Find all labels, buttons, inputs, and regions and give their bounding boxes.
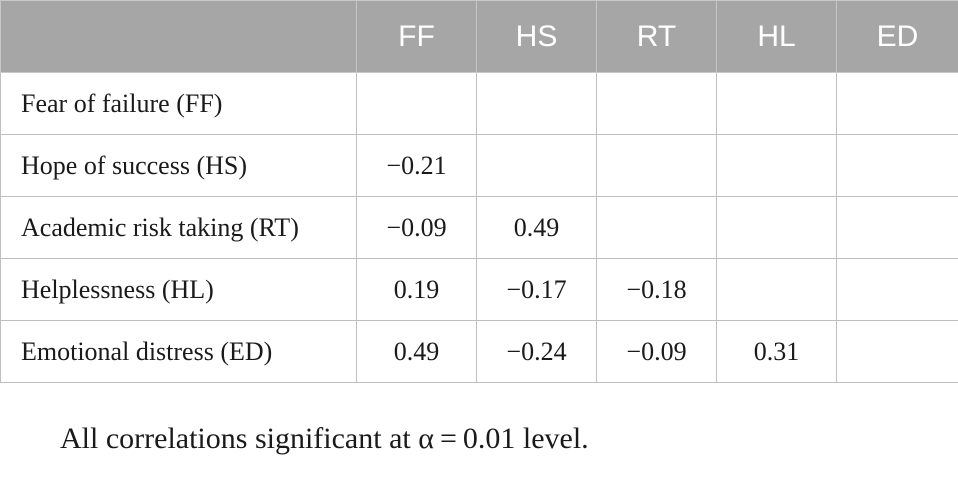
table-cell (836, 320, 958, 383)
row-label: Helplessness (HL) (0, 258, 357, 321)
table-row: Academic risk taking (RT) −0.09 0.49 (0, 196, 958, 259)
table-cell (476, 134, 597, 197)
table-cell (716, 258, 837, 321)
table-row: Emotional distress (ED) 0.49 −0.24 −0.09… (0, 320, 958, 383)
table-cell: 0.19 (356, 258, 477, 321)
header-cell-hl: HL (716, 0, 837, 73)
table-cell: −0.18 (596, 258, 717, 321)
table-cell: −0.24 (476, 320, 597, 383)
header-cell-ed: ED (836, 0, 958, 73)
table-header: FF HS RT HL ED (0, 0, 958, 73)
table-cell (716, 196, 837, 259)
table-row: Fear of failure (FF) (0, 72, 958, 135)
header-cell-hs: HS (476, 0, 597, 73)
table-cell (836, 196, 958, 259)
table-footnote: All correlations significant at α = 0.01… (60, 422, 589, 455)
table-body: Fear of failure (FF) Hope of success (HS… (0, 72, 958, 383)
table-cell (836, 72, 958, 135)
row-label: Hope of success (HS) (0, 134, 357, 197)
row-label: Fear of failure (FF) (0, 72, 357, 135)
table-row: Helplessness (HL) 0.19 −0.17 −0.18 (0, 258, 958, 321)
table-cell (836, 258, 958, 321)
header-row: FF HS RT HL ED (0, 0, 958, 73)
header-cell-corner (0, 0, 357, 73)
table-row: Hope of success (HS) −0.21 (0, 134, 958, 197)
table-cell (836, 134, 958, 197)
table-cell: −0.09 (356, 196, 477, 259)
row-label: Academic risk taking (RT) (0, 196, 357, 259)
header-cell-ff: FF (356, 0, 477, 73)
table-cell (716, 134, 837, 197)
table-cell (596, 134, 717, 197)
table-cell: 0.49 (476, 196, 597, 259)
table-cell: −0.21 (356, 134, 477, 197)
table-cell (356, 72, 477, 135)
table-cell (596, 196, 717, 259)
table-cell: −0.17 (476, 258, 597, 321)
table-cell: 0.49 (356, 320, 477, 383)
header-cell-rt: RT (596, 0, 717, 73)
table-cell (476, 72, 597, 135)
table-cell (596, 72, 717, 135)
table-cell: −0.09 (596, 320, 717, 383)
table-cell (716, 72, 837, 135)
correlation-table: FF HS RT HL ED Fear of failure (FF) Hope… (0, 0, 958, 383)
table-cell: 0.31 (716, 320, 837, 383)
row-label: Emotional distress (ED) (0, 320, 357, 383)
